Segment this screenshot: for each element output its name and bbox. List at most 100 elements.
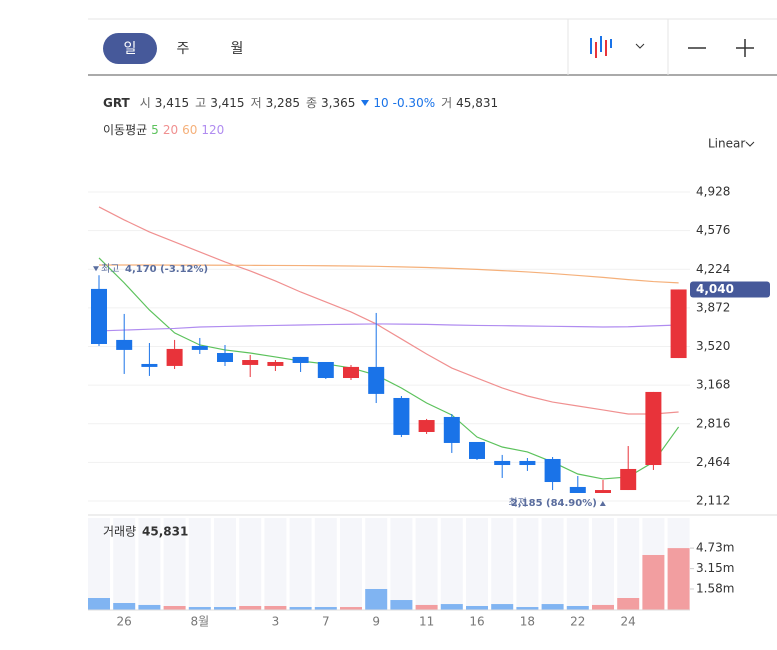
volume-bg <box>541 518 564 610</box>
change-pct: -0.30% <box>392 95 436 110</box>
volume-last: 45,831 <box>142 525 188 539</box>
info-value: 3,415 <box>210 95 245 110</box>
candle-body <box>469 441 485 459</box>
low-marker <box>599 500 606 506</box>
volume-bar <box>163 605 186 610</box>
tab-active[interactable] <box>103 33 157 64</box>
candle-body <box>116 339 133 350</box>
ma-line <box>98 323 679 332</box>
price-info: GRT 시 3,415 고 3,415 저 3,285 종 3,365 10 -0.30% 거 45,8… <box>103 94 498 111</box>
tab[interactable]: 월 <box>231 41 244 57</box>
info-value: 45,831 <box>456 95 499 110</box>
volume-bg <box>289 518 312 610</box>
y-tick-label: 3,872 <box>696 300 730 314</box>
symbol: GRT <box>103 95 130 110</box>
candle-body <box>166 348 183 366</box>
y-tick-label: 4,928 <box>696 185 730 199</box>
volume-tick-label: 4.73m <box>696 541 734 555</box>
x-tick-label: 8월 <box>190 615 209 629</box>
volume-bg <box>214 518 236 610</box>
volume-bar <box>440 604 463 610</box>
x-tick-label: 7 <box>322 615 330 629</box>
ma-line <box>98 257 680 480</box>
candle-body <box>217 352 233 362</box>
volume-bar <box>592 604 614 610</box>
volume-bar <box>289 607 312 610</box>
candle-body <box>418 420 435 432</box>
volume-bg <box>113 518 136 610</box>
candle-body <box>569 486 586 493</box>
volume-bar <box>491 604 514 610</box>
legend-entry: 20 <box>162 122 179 137</box>
y-tick-label: 2,464 <box>696 455 730 469</box>
x-tick-label: 26 <box>117 615 132 629</box>
volume-bar <box>617 598 640 610</box>
candle-body <box>91 288 107 344</box>
current-price: 4,040 <box>696 282 734 296</box>
x-tick-label: 22 <box>570 615 585 629</box>
volume-bg <box>440 518 463 610</box>
candle-body <box>141 363 158 367</box>
volume-bg <box>138 518 161 610</box>
candle-body <box>620 468 637 491</box>
volume-bar <box>365 588 388 610</box>
info-label: 종 <box>305 96 318 110</box>
volume-bg <box>340 518 362 610</box>
info-label: 저 <box>250 96 262 110</box>
ma-line <box>99 264 679 284</box>
tab[interactable]: 주 <box>177 41 190 57</box>
volume-bar <box>239 605 262 610</box>
volume-bar <box>667 548 690 610</box>
volume-bar <box>88 598 110 610</box>
volume-bar <box>466 605 488 610</box>
volume-title: 거래량 <box>103 525 136 539</box>
volume-bg <box>239 518 262 610</box>
volume-bar <box>214 607 236 610</box>
candle-body <box>544 458 561 483</box>
candle-body <box>317 361 334 379</box>
volume-bg <box>188 518 211 610</box>
high-marker <box>93 266 99 272</box>
volume-bar <box>340 607 362 610</box>
volume-bar <box>516 607 539 610</box>
annotation-text: 4,170 (-3.12%) <box>125 264 208 275</box>
candle-body <box>494 460 511 466</box>
volume-bar <box>415 604 438 610</box>
volume-bg <box>390 518 413 610</box>
x-tick-label: 11 <box>419 615 434 629</box>
volume-bg <box>415 518 438 610</box>
candle-body <box>443 416 460 443</box>
scale-mode-arrow[interactable] <box>745 141 755 147</box>
volume-bg <box>566 518 589 610</box>
candle-body <box>368 366 385 394</box>
volume-bar <box>113 603 136 610</box>
zoom-in[interactable] <box>736 39 754 57</box>
volume-bg <box>314 518 337 610</box>
volume-bar <box>390 600 413 610</box>
x-tick-label: 18 <box>520 615 535 629</box>
y-tick-label: 4,576 <box>696 223 730 237</box>
candle-body <box>595 490 611 493</box>
candle-body <box>670 289 687 359</box>
info-value: 3,285 <box>265 95 300 110</box>
info-label: 고 <box>195 96 207 110</box>
ma-line <box>98 206 679 415</box>
volume-bar <box>642 554 665 610</box>
volume-bg <box>592 518 614 610</box>
volume-bar <box>541 604 564 610</box>
current-price-box <box>690 281 770 298</box>
volume-tick-label: 1.58m <box>696 581 734 595</box>
tab[interactable]: 일 <box>124 41 137 57</box>
legend-entry: 120 <box>201 122 225 137</box>
volume-bar <box>566 605 589 610</box>
volume-bg <box>617 518 640 610</box>
change: 10 <box>373 95 389 110</box>
chart-type-icon[interactable] <box>590 36 645 58</box>
volume-tick-label: 3.15m <box>696 561 734 575</box>
x-tick-label: 9 <box>372 615 380 629</box>
candle-body <box>645 391 662 466</box>
volume-bg <box>491 518 514 610</box>
down-arrow <box>361 99 370 106</box>
scale-mode[interactable]: Linear <box>708 137 745 151</box>
